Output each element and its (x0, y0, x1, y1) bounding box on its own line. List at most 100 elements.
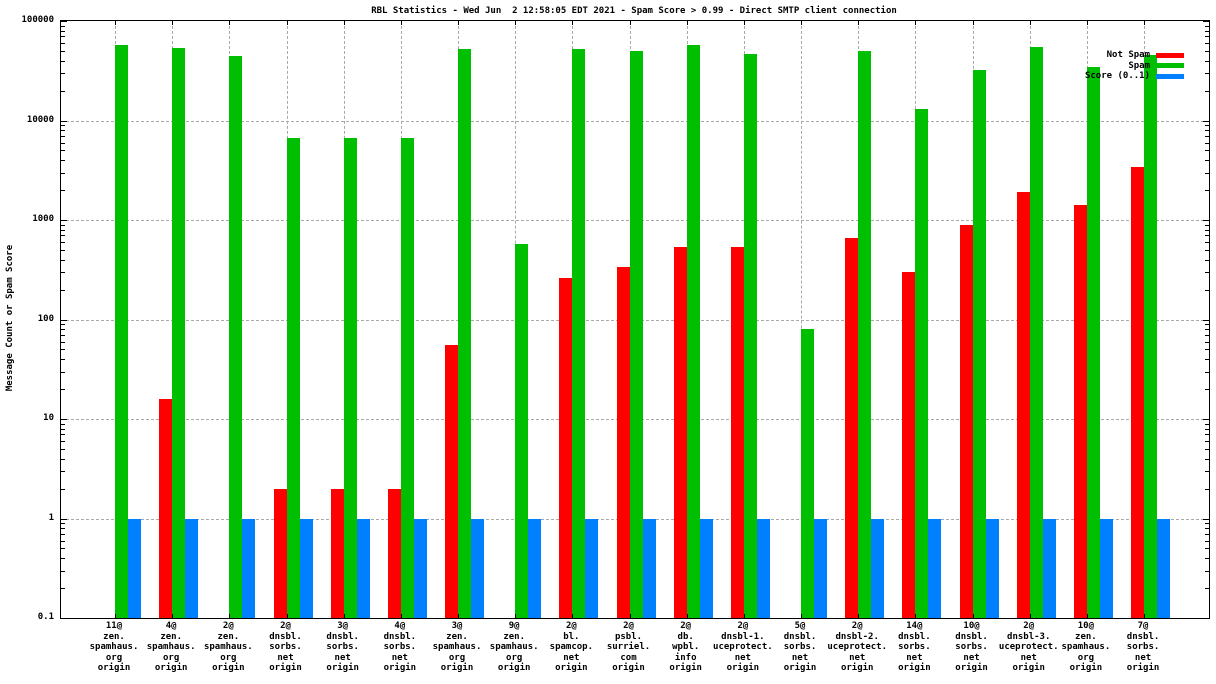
bar-not-spam (159, 398, 173, 618)
y-minor-tick (1205, 229, 1209, 231)
bar-not-spam (730, 247, 744, 618)
y-minor-tick (61, 334, 65, 336)
y-minor-tick (61, 249, 65, 251)
y-major-tick (1203, 518, 1209, 520)
bar-score (756, 518, 770, 618)
bar-not-spam (616, 266, 630, 618)
legend-entry-not-spam: Not Spam (1085, 50, 1184, 61)
x-tick (458, 21, 460, 25)
y-minor-tick (61, 229, 65, 231)
bar-not-spam (387, 488, 401, 618)
y-major-tick (1203, 319, 1209, 321)
y-minor-tick (1205, 329, 1209, 331)
bar-not-spam (1073, 205, 1087, 618)
y-minor-tick (61, 488, 65, 490)
x-tick (858, 614, 860, 618)
y-tick-label: 100 (37, 313, 54, 324)
x-tick (515, 21, 517, 25)
y-minor-tick (61, 523, 65, 525)
x-category-label: 2@ bl. spamcop. net origin (549, 621, 594, 673)
y-minor-tick (61, 190, 65, 192)
y-major-tick (61, 319, 67, 321)
y-minor-tick (61, 324, 65, 326)
y-minor-tick (61, 533, 65, 535)
y-minor-tick (61, 289, 65, 291)
y-minor-tick (1205, 172, 1209, 174)
y-tick-label: 1 (48, 512, 54, 523)
bar-spam (915, 109, 929, 618)
x-tick (286, 614, 288, 618)
y-minor-tick (61, 570, 65, 572)
bar-spam (115, 45, 128, 618)
y-minor-tick (1205, 36, 1209, 38)
y-tick-label: 0.1 (37, 612, 54, 622)
y-minor-tick (61, 125, 65, 127)
y-minor-tick (1205, 533, 1209, 535)
y-minor-tick (1205, 334, 1209, 336)
y-minor-tick (61, 359, 65, 361)
x-tick (515, 614, 517, 618)
bar-not-spam (445, 345, 459, 618)
y-minor-tick (61, 428, 65, 430)
x-tick (458, 614, 460, 618)
x-tick (686, 614, 688, 618)
legend-entry-spam: Spam (1085, 61, 1184, 72)
y-tick-label: 10 (43, 413, 54, 423)
bar-not-spam (845, 237, 859, 618)
legend-swatch-green (1156, 63, 1184, 69)
bar-spam (743, 53, 757, 618)
bar-score (185, 518, 199, 618)
y-minor-tick (61, 341, 65, 343)
legend-entry-score: Score (0..1) (1085, 71, 1184, 82)
bar-score (242, 518, 256, 618)
bar-score (871, 518, 885, 618)
y-minor-tick (1205, 389, 1209, 391)
bar-spam (1144, 54, 1158, 618)
y-minor-tick (1205, 528, 1209, 530)
y-major-tick (1203, 21, 1209, 22)
bar-score (985, 518, 999, 618)
bar-spam (972, 70, 986, 618)
bar-not-spam (330, 488, 344, 618)
y-minor-tick (1205, 523, 1209, 525)
y-minor-tick (61, 242, 65, 244)
y-major-tick (61, 518, 67, 520)
bar-score (1099, 518, 1113, 618)
bar-not-spam (559, 278, 573, 618)
y-minor-tick (61, 135, 65, 137)
y-minor-tick (1205, 588, 1209, 590)
x-tick (1144, 21, 1146, 25)
x-gridline (801, 21, 803, 618)
bar-score (585, 518, 599, 618)
bar-not-spam (1131, 167, 1145, 618)
bar-score (471, 518, 485, 618)
y-minor-tick (1205, 30, 1209, 32)
y-minor-tick (61, 434, 65, 436)
y-major-tick (1203, 419, 1209, 420)
y-minor-tick (61, 389, 65, 391)
bar-score (814, 518, 828, 618)
y-minor-tick (61, 235, 65, 237)
x-tick (915, 21, 917, 25)
chart-title: RBL Statistics - Wed Jun 2 12:58:05 EDT … (371, 6, 897, 16)
x-tick (972, 21, 974, 25)
y-minor-tick (1205, 349, 1209, 351)
y-major-tick (61, 419, 67, 420)
bar-spam (400, 137, 414, 618)
y-minor-tick (61, 272, 65, 274)
x-tick (400, 21, 402, 25)
y-minor-tick (1205, 249, 1209, 251)
y-minor-tick (61, 349, 65, 351)
y-minor-tick (1205, 428, 1209, 430)
y-minor-tick (1205, 548, 1209, 550)
y-major-tick (61, 220, 67, 221)
y-minor-tick (61, 25, 65, 27)
legend-label: Score (0..1) (1084, 71, 1150, 82)
x-tick (343, 614, 345, 618)
y-tick-label: 10000 (26, 114, 54, 125)
bar-score (299, 518, 313, 618)
y-minor-tick (1205, 341, 1209, 343)
x-category-label: 4@ dnsbl. sorbs. net origin (383, 621, 417, 673)
x-tick (743, 614, 745, 618)
y-minor-tick (61, 528, 65, 530)
